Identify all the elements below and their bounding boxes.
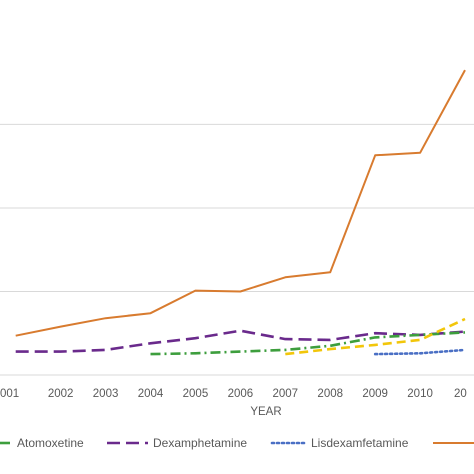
- legend: Atomoxetine Dexamphetamine Lisdexamfetamin…: [0, 436, 474, 450]
- series-line-atomoxetine: [150, 331, 466, 356]
- x-tick-label: 2009: [362, 388, 388, 400]
- series-line-lisdexamfetamine: [373, 348, 467, 356]
- x-tick-label: 2002: [48, 388, 74, 400]
- x-axis-title: YEAR: [250, 406, 281, 418]
- x-tick-label: 2003: [93, 388, 119, 400]
- x-tick-label: 2007: [273, 388, 299, 400]
- series-layer: [15, 69, 467, 356]
- x-tick-label: 2004: [138, 388, 164, 400]
- x-axis-ticks: 001 2002 2003 2004 2005 2006 2007 2008 2009 2010 2…: [0, 388, 467, 400]
- legend-label: Dexamphetamine: [153, 436, 247, 450]
- x-tick-label: 2006: [228, 388, 254, 400]
- series-line-unlabeled-4: [285, 317, 466, 356]
- gridlines: [0, 123, 474, 292]
- legend-label: Lisdexamfetamine: [311, 436, 409, 450]
- x-tick-label: 20: [454, 388, 467, 400]
- x-tick-label: 001: [0, 388, 19, 400]
- x-tick-label: 2010: [407, 388, 433, 400]
- x-tick-label: 2008: [317, 388, 343, 400]
- legend-label: Atomoxetine: [17, 436, 84, 450]
- x-tick-label: 2005: [183, 388, 209, 400]
- series-line-unlabeled-1: [15, 69, 466, 337]
